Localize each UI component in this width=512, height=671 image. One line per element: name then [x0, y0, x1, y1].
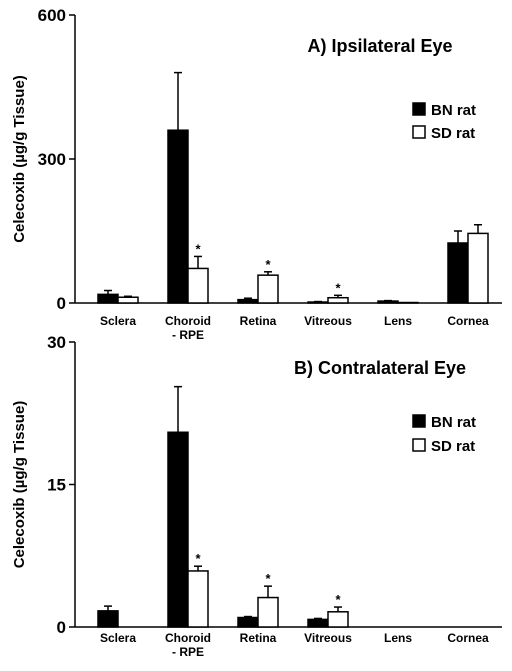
x-category-label-line: - RPE [172, 645, 204, 659]
x-category-label-line: Choroid [165, 631, 211, 645]
bar-sd [188, 268, 208, 303]
x-category-label: Cornea [447, 314, 489, 328]
x-category-label-line: Retina [240, 314, 277, 328]
legend-label: BN rat [431, 414, 476, 431]
x-category-label-line: Sclera [100, 631, 136, 645]
legend-swatch-bn [413, 415, 425, 427]
x-category-label: Choroid- RPE [165, 314, 211, 342]
significance-marker: * [265, 571, 271, 586]
bar-bn [378, 301, 398, 303]
legend-label: SD rat [431, 438, 475, 455]
bar-sd [328, 298, 348, 303]
x-category-label: Retina [240, 314, 277, 328]
y-tick-label: 15 [47, 476, 66, 495]
y-axis-label: Celecoxib (µg/g Tissue) [11, 75, 28, 243]
bar-bn [98, 611, 118, 627]
significance-marker: * [265, 257, 271, 272]
bar-sd [258, 598, 278, 627]
x-category-label-line: Lens [384, 631, 412, 645]
bar-sd [188, 571, 208, 627]
x-category-label: Cornea [447, 631, 489, 645]
x-category-label-line: Retina [240, 631, 277, 645]
significance-marker: * [335, 280, 341, 295]
x-category-label: Lens [384, 314, 412, 328]
bar-sd [258, 275, 278, 303]
x-category-label: Choroid- RPE [165, 631, 211, 659]
y-tick-label: 600 [38, 6, 66, 25]
x-category-label-line: Vitreous [304, 314, 352, 328]
legend-swatch-sd [413, 439, 425, 451]
bar-bn [448, 243, 468, 303]
bar-sd [118, 297, 138, 303]
bar-bn [308, 619, 328, 627]
bar-bn [238, 300, 258, 303]
chart-title: A) Ipsilateral Eye [307, 36, 452, 56]
bar-bn [168, 432, 188, 627]
x-category-label: Vitreous [304, 631, 352, 645]
significance-marker: * [195, 551, 201, 566]
x-category-label-line: - RPE [172, 328, 204, 342]
chart-title: B) Contralateral Eye [294, 358, 466, 378]
y-tick-label: 0 [57, 618, 66, 637]
y-axis-label: Celecoxib (µg/g Tissue) [11, 401, 28, 569]
significance-marker: * [335, 592, 341, 607]
x-category-label-line: Choroid [165, 314, 211, 328]
x-category-label-line: Cornea [447, 314, 489, 328]
bar-bn [98, 294, 118, 303]
bar-bn [168, 130, 188, 303]
y-tick-label: 300 [38, 150, 66, 169]
x-category-label: Lens [384, 631, 412, 645]
x-category-label-line: Vitreous [304, 631, 352, 645]
chart-panel-a: 0 300 600 Celecoxib (µg/g Tissue) A) Ipsilat… [11, 6, 502, 342]
bar-sd [328, 612, 348, 627]
y-tick-label: 30 [47, 333, 66, 352]
legend-swatch-bn [413, 103, 425, 115]
bar-bn [238, 618, 258, 628]
legend-swatch-sd [413, 126, 425, 138]
x-category-label: Sclera [100, 314, 136, 328]
x-category-label: Retina [240, 631, 277, 645]
chart-panel-b: 0 15 30 Celecoxib (µg/g Tissue) B) Contralat… [11, 333, 502, 659]
x-category-label-line: Cornea [447, 631, 489, 645]
y-tick-label: 0 [57, 294, 66, 313]
bar-sd [468, 233, 488, 303]
significance-marker: * [195, 241, 201, 256]
x-category-label: Sclera [100, 631, 136, 645]
x-category-label-line: Sclera [100, 314, 136, 328]
x-category-label: Vitreous [304, 314, 352, 328]
legend-label: SD rat [431, 125, 475, 142]
x-category-label-line: Lens [384, 314, 412, 328]
legend-label: BN rat [431, 102, 476, 119]
